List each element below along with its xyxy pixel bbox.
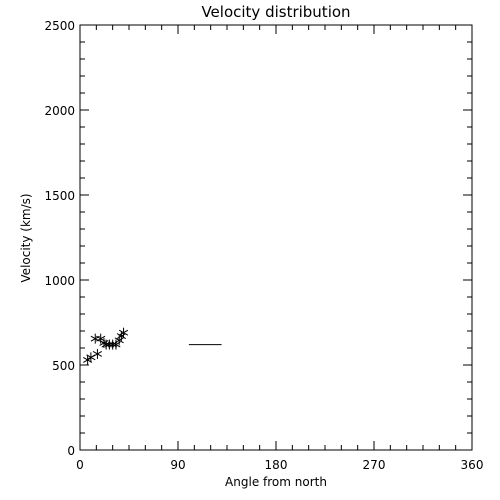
data-point-asterisk xyxy=(118,327,129,338)
x-axis-label: Angle from north xyxy=(225,475,327,489)
x-tick-label: 270 xyxy=(363,458,386,472)
y-tick-label: 500 xyxy=(52,359,75,373)
chart-title: Velocity distribution xyxy=(201,3,350,21)
axis-tick-labels: 0 90 180 270 360 0 500 1000 1500 2000 2500 xyxy=(44,19,483,472)
plot-frame xyxy=(79,24,473,451)
y-axis-label: Velocity (km/s) xyxy=(19,193,33,282)
y-tick-label: 0 xyxy=(67,444,75,458)
y-tick-label: 1000 xyxy=(44,274,75,288)
x-tick-label: 90 xyxy=(170,458,185,472)
x-tick-label: 0 xyxy=(76,458,84,472)
data-marks xyxy=(83,327,222,365)
y-tick-label: 1500 xyxy=(44,189,75,203)
y-tick-label: 2000 xyxy=(44,104,75,118)
data-point-asterisk xyxy=(92,348,103,359)
data-point-asterisk xyxy=(90,333,100,344)
axis-ticks xyxy=(79,24,473,451)
data-point-asterisk xyxy=(116,331,126,342)
x-tick-label: 180 xyxy=(265,458,288,472)
x-tick-label: 360 xyxy=(461,458,484,472)
y-tick-label: 2500 xyxy=(44,19,75,33)
